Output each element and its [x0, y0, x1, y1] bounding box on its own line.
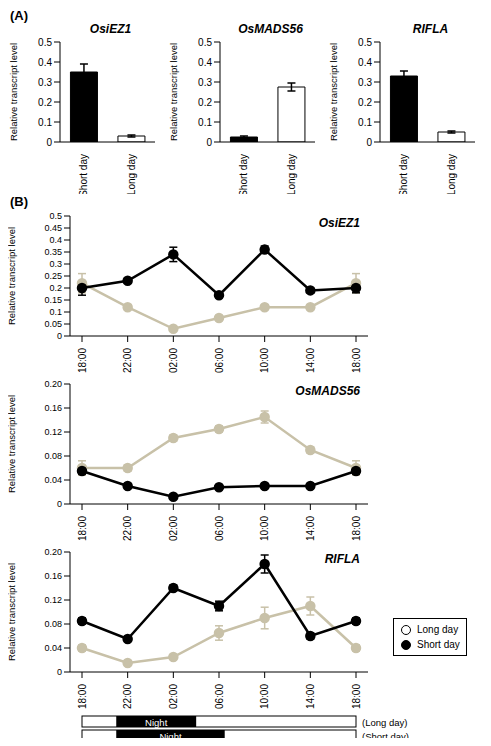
svg-text:22:00: 22:00: [122, 684, 133, 709]
svg-text:02:00: 02:00: [168, 684, 179, 709]
html-text:RIFLA: RIFLA: [412, 22, 449, 36]
svg-text:0.5: 0.5: [358, 37, 372, 48]
svg-text:0.5: 0.5: [38, 37, 52, 48]
svg-text:0: 0: [366, 137, 372, 148]
html-text:OsiEZ1: OsiEZ1: [318, 216, 360, 230]
svg-text:0.3: 0.3: [358, 77, 372, 88]
html-text:(B): (B): [10, 194, 28, 209]
svg-text:22:00: 22:00: [122, 516, 133, 541]
svg-text:Night: Night: [159, 731, 182, 739]
svg-text:0.05: 0.05: [44, 319, 62, 329]
svg-text:0.2: 0.2: [198, 97, 212, 108]
html-text:OsiEZ1: OsiEZ1: [89, 22, 132, 36]
svg-text:(Short day): (Short day): [362, 731, 409, 739]
svg-text:0.04: 0.04: [44, 475, 62, 485]
svg-text:(Long day): (Long day): [362, 717, 407, 728]
svg-text:06:00: 06:00: [214, 516, 225, 541]
svg-text:0: 0: [57, 667, 62, 677]
html-text:(A): (A): [10, 8, 28, 23]
svg-text:0.4: 0.4: [358, 57, 372, 68]
svg-text:0: 0: [57, 331, 62, 341]
svg-text:0.5: 0.5: [49, 211, 62, 221]
svg-text:0.3: 0.3: [38, 77, 52, 88]
svg-text:0.12: 0.12: [44, 595, 62, 605]
svg-text:18:00: 18:00: [77, 348, 88, 373]
html-text:OsMADS56: OsMADS56: [238, 22, 303, 36]
svg-text:0.20: 0.20: [44, 379, 62, 389]
svg-text:Relative transcript level: Relative transcript level: [8, 43, 19, 141]
svg-text:06:00: 06:00: [214, 348, 225, 373]
svg-text:0.4: 0.4: [49, 235, 62, 245]
svg-text:0.5: 0.5: [198, 37, 212, 48]
svg-text:Long day: Long day: [126, 154, 137, 194]
svg-text:0.12: 0.12: [44, 427, 62, 437]
html-text:RIFLA: RIFLA: [324, 552, 360, 566]
svg-text:Relative transcript level: Relative transcript level: [328, 43, 339, 141]
svg-text:0.1: 0.1: [49, 307, 62, 317]
html-text:Long day: Long day: [417, 624, 459, 635]
html-text:OsMADS56: OsMADS56: [295, 384, 360, 398]
svg-text:0.16: 0.16: [44, 403, 62, 413]
svg-text:0.2: 0.2: [49, 283, 62, 293]
svg-text:0.08: 0.08: [44, 619, 62, 629]
svg-text:Relative transcript level: Relative transcript level: [8, 395, 17, 493]
svg-text:0.1: 0.1: [38, 117, 52, 128]
svg-text:10:00: 10:00: [259, 348, 270, 373]
svg-text:0.4: 0.4: [38, 57, 52, 68]
svg-text:0: 0: [46, 137, 52, 148]
svg-text:0.35: 0.35: [44, 247, 62, 257]
svg-text:22:00: 22:00: [122, 348, 133, 373]
svg-text:Long day: Long day: [286, 154, 297, 194]
svg-text:0.25: 0.25: [44, 271, 62, 281]
html-text:Short day: Short day: [417, 639, 460, 650]
svg-text:14:00: 14:00: [305, 516, 316, 541]
svg-text:0.45: 0.45: [44, 223, 62, 233]
svg-text:0.15: 0.15: [44, 295, 62, 305]
svg-text:Short day: Short day: [78, 154, 89, 194]
svg-text:18:00: 18:00: [351, 348, 362, 373]
svg-text:14:00: 14:00: [305, 684, 316, 709]
svg-text:0.3: 0.3: [49, 259, 62, 269]
svg-text:Relative transcript level: Relative transcript level: [8, 227, 17, 325]
svg-text:18:00: 18:00: [77, 516, 88, 541]
svg-text:0.1: 0.1: [198, 117, 212, 128]
svg-text:0: 0: [206, 137, 212, 148]
svg-text:18:00: 18:00: [351, 516, 362, 541]
svg-text:0.1: 0.1: [358, 117, 372, 128]
svg-text:02:00: 02:00: [168, 516, 179, 541]
svg-text:14:00: 14:00: [305, 348, 316, 373]
svg-text:Long day: Long day: [446, 154, 457, 194]
svg-text:0.08: 0.08: [44, 451, 62, 461]
svg-text:06:00: 06:00: [214, 684, 225, 709]
svg-text:18:00: 18:00: [351, 684, 362, 709]
svg-text:10:00: 10:00: [259, 516, 270, 541]
svg-text:0.04: 0.04: [44, 643, 62, 653]
svg-text:0.2: 0.2: [38, 97, 52, 108]
svg-text:0: 0: [57, 499, 62, 509]
svg-text:18:00: 18:00: [77, 684, 88, 709]
svg-text:Short day: Short day: [398, 154, 409, 194]
svg-text:02:00: 02:00: [168, 348, 179, 373]
svg-text:Relative transcript level: Relative transcript level: [8, 563, 17, 661]
svg-text:0.3: 0.3: [198, 77, 212, 88]
svg-text:10:00: 10:00: [259, 684, 270, 709]
svg-text:0.16: 0.16: [44, 571, 62, 581]
svg-text:0.2: 0.2: [358, 97, 372, 108]
svg-text:Short day: Short day: [238, 154, 249, 194]
svg-text:Night: Night: [145, 717, 168, 728]
svg-text:0.4: 0.4: [198, 57, 212, 68]
svg-text:0.20: 0.20: [44, 547, 62, 557]
svg-text:Relative transcript level: Relative transcript level: [168, 43, 179, 141]
